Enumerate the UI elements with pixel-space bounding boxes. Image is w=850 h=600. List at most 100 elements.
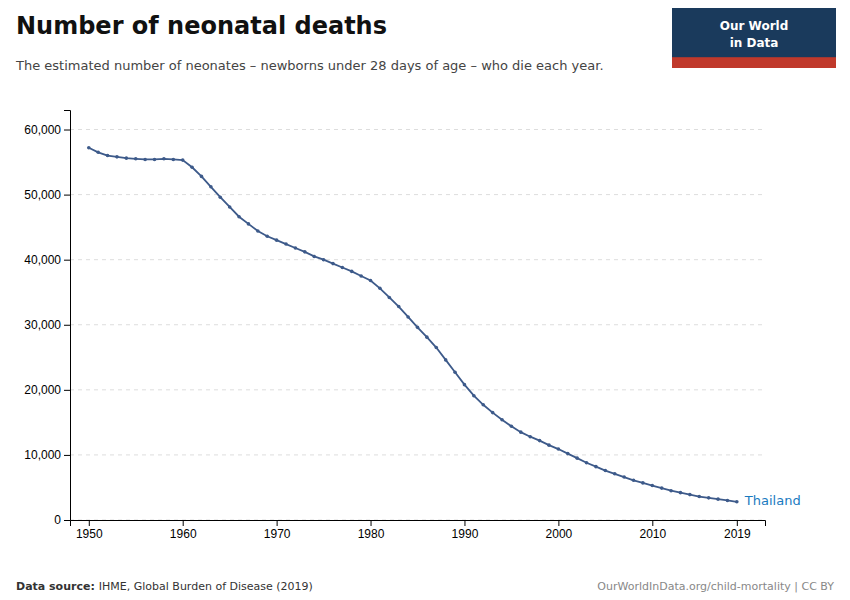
point xyxy=(510,424,514,428)
point xyxy=(697,495,701,499)
y-tick: 60,000 xyxy=(24,123,70,137)
point xyxy=(575,456,579,460)
x-tick-label: 1980 xyxy=(358,527,385,541)
point xyxy=(162,157,166,161)
x-tick: 1980 xyxy=(358,520,385,541)
point xyxy=(96,151,100,155)
point xyxy=(613,472,617,476)
point xyxy=(153,158,157,162)
point xyxy=(519,430,523,434)
x-tick-mark xyxy=(558,520,559,526)
point xyxy=(726,499,730,503)
y-tick-label: 60,000 xyxy=(24,123,61,137)
grid-line xyxy=(70,129,765,130)
logo-stripe xyxy=(672,57,836,68)
plot: 19501960197019801990200020102019010,0002… xyxy=(24,111,800,541)
y-axis-line xyxy=(64,111,71,521)
point xyxy=(181,158,185,162)
point xyxy=(143,158,147,162)
title: Number of neonatal deaths xyxy=(16,12,387,40)
x-tick-mark xyxy=(737,520,738,526)
point xyxy=(453,370,457,374)
copyright: OurWorldInData.org/child-mortality | CC … xyxy=(597,580,834,593)
source: Data source:IHME, Global Burden of Disea… xyxy=(16,580,313,593)
y-tick-mark xyxy=(64,195,70,196)
x-tick-mark xyxy=(183,520,184,526)
point xyxy=(557,447,561,451)
point xyxy=(641,481,645,485)
point xyxy=(247,222,251,226)
x-axis-line xyxy=(71,521,766,527)
point xyxy=(632,479,636,483)
point xyxy=(200,175,204,179)
x-tick-label: 1970 xyxy=(264,527,291,541)
y-tick-label: 30,000 xyxy=(24,318,61,332)
x-tick-mark xyxy=(652,520,653,526)
point xyxy=(444,358,448,362)
point xyxy=(707,496,711,500)
point xyxy=(434,346,438,350)
point xyxy=(209,185,213,189)
point xyxy=(547,443,551,447)
point xyxy=(622,475,626,479)
point xyxy=(538,439,542,443)
x-tick: 1970 xyxy=(264,520,291,541)
x-tick: 2019 xyxy=(724,520,751,541)
point xyxy=(716,497,720,501)
point xyxy=(472,394,476,398)
point xyxy=(125,156,129,160)
y-tick: 30,000 xyxy=(24,318,70,332)
source-label: Data source: xyxy=(16,580,95,593)
grid-line xyxy=(70,389,765,390)
y-tick-mark xyxy=(64,260,70,261)
y-tick: 40,000 xyxy=(24,253,70,267)
point xyxy=(190,165,194,169)
x-tick: 1950 xyxy=(76,520,103,541)
y-tick-mark xyxy=(64,325,70,326)
grid-line xyxy=(70,259,765,260)
point xyxy=(341,266,345,270)
point xyxy=(228,205,232,209)
point xyxy=(312,255,316,259)
y-tick-mark xyxy=(64,390,70,391)
point xyxy=(284,242,288,246)
x-tick-mark xyxy=(464,520,465,526)
point xyxy=(735,500,739,504)
grid-line xyxy=(70,194,765,195)
annotation: Thailand xyxy=(744,493,801,508)
y-tick-label: 40,000 xyxy=(24,253,61,267)
y-tick: 0 xyxy=(54,513,70,527)
y-tick: 20,000 xyxy=(24,383,70,397)
point xyxy=(172,158,176,162)
x-tick-label: 1950 xyxy=(76,527,103,541)
point xyxy=(585,461,589,465)
y-tick-mark xyxy=(64,455,70,456)
point xyxy=(679,491,683,495)
y-tick-label: 20,000 xyxy=(24,383,61,397)
point xyxy=(566,452,570,456)
point xyxy=(275,238,279,242)
point xyxy=(491,411,495,415)
y-tick-mark xyxy=(64,520,70,521)
point xyxy=(218,195,222,199)
x-tick: 1990 xyxy=(452,520,479,541)
y-tick: 10,000 xyxy=(24,448,70,462)
point xyxy=(237,215,241,219)
x-axis: 19501960197019801990200020102019 xyxy=(71,520,766,541)
x-tick-label: 1990 xyxy=(452,527,479,541)
x-tick-mark xyxy=(371,520,372,526)
point xyxy=(669,489,673,493)
point xyxy=(425,335,429,339)
point xyxy=(500,418,504,422)
logo-text: Our World xyxy=(720,19,789,33)
x-tick-label: 2000 xyxy=(546,527,573,541)
grid xyxy=(70,130,765,520)
point xyxy=(369,279,373,283)
grid-line xyxy=(70,324,765,325)
x-tick: 2000 xyxy=(546,520,573,541)
y-tick-mark xyxy=(64,130,70,131)
point xyxy=(406,315,410,319)
point xyxy=(322,258,326,262)
point xyxy=(256,229,260,233)
point xyxy=(350,270,354,274)
